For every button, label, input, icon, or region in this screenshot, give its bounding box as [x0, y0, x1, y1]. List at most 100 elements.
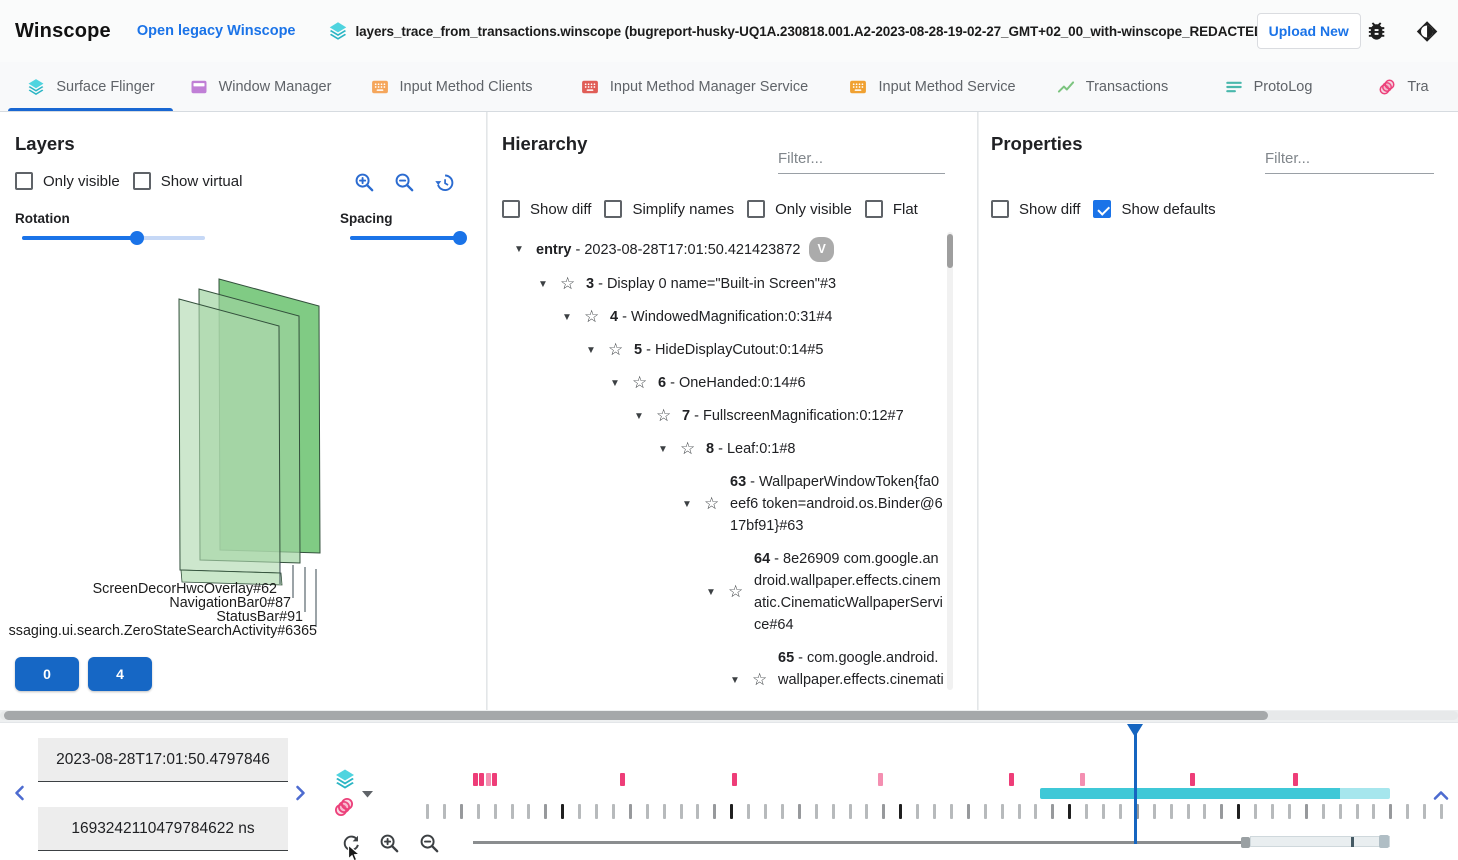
collapse-arrow-icon[interactable]: ▼ [514, 244, 524, 255]
trace-entry-tick[interactable] [680, 804, 683, 819]
trace-entry-tick[interactable] [1153, 804, 1156, 819]
collapse-arrow-icon[interactable]: ▼ [634, 410, 644, 422]
collapse-arrow-icon[interactable]: ▼ [586, 344, 596, 356]
checkbox-box[interactable] [15, 172, 33, 190]
spacing-track[interactable] [350, 231, 467, 245]
tree-node-8[interactable]: ▼ ☆ 8 - Leaf:0:1#8 [658, 433, 944, 466]
transition-marker[interactable] [1293, 773, 1298, 786]
trace-entry-tick[interactable] [663, 804, 666, 819]
tree-node-3[interactable]: ▼ ☆ 3 - Display 0 name="Built-in Screen"#3 [538, 268, 944, 301]
trace-entry-tick[interactable] [1423, 804, 1426, 819]
tab-input-method-manager-service[interactable]: Input Method Manager Service [555, 62, 833, 111]
pin-star-icon[interactable]: ☆ [728, 582, 744, 601]
pin-star-icon[interactable]: ☆ [656, 406, 672, 425]
trace-entry-tick[interactable] [494, 804, 497, 819]
checkbox-box[interactable] [747, 200, 766, 218]
selection-range-bar[interactable] [1040, 788, 1340, 799]
tree-node-64[interactable]: ▼ ☆ 64 - 8e26909 com.google.android.wallpa… [706, 543, 944, 642]
tree-node-65[interactable]: ▼ ☆ 65 - com.google.android.wallpaper.effe… [730, 642, 944, 690]
display-button-4[interactable]: 4 [88, 657, 152, 691]
timeline-zoom-range-line[interactable] [473, 841, 1243, 844]
layer-rect-front[interactable] [178, 298, 283, 586]
checkbox-show-diff[interactable]: Show diff [502, 200, 591, 218]
transition-marker[interactable] [620, 773, 625, 786]
zoom-out-icon[interactable] [393, 171, 416, 194]
trace-entry-tick[interactable] [561, 804, 564, 819]
trace-entry-tick[interactable] [882, 804, 885, 819]
zoom-in-icon[interactable] [353, 171, 376, 194]
trace-entry-tick[interactable] [527, 804, 530, 819]
trace-entry-tick[interactable] [1170, 804, 1173, 819]
trace-entry-tick[interactable] [1440, 804, 1443, 819]
pin-star-icon[interactable]: ☆ [584, 307, 600, 326]
pin-star-icon[interactable]: ☆ [704, 494, 720, 513]
checkbox-box[interactable] [132, 172, 151, 190]
checkbox-show-diff[interactable]: Show diff [991, 200, 1080, 218]
trace-entry-tick[interactable] [1372, 804, 1375, 819]
checkbox-show-defaults[interactable]: Show defaults [1093, 200, 1216, 218]
tree-node-5[interactable]: ▼ ☆ 5 - HideDisplayCutout:0:14#5 [586, 334, 944, 367]
trace-entry-tick[interactable] [595, 804, 598, 819]
tab-input-method-service[interactable]: Input Method Service [833, 62, 1031, 111]
tree-node-4[interactable]: ▼ ☆ 4 - WindowedMagnification:0:31#4 [562, 301, 944, 334]
timestamp-ns-input[interactable] [38, 807, 288, 850]
rotation-thumb[interactable] [130, 231, 144, 245]
trace-entry-tick[interactable] [747, 804, 750, 819]
collapse-arrow-icon[interactable]: ▼ [658, 443, 668, 455]
timeline-zoom-ruler-handle[interactable] [1379, 835, 1389, 848]
trace-entry-tick[interactable] [477, 804, 480, 819]
checkbox-simplify-names[interactable]: Simplify names [604, 200, 734, 218]
collapse-arrow-icon[interactable]: ▼ [562, 311, 572, 323]
previous-entry-icon[interactable] [11, 784, 29, 802]
tab-transactions[interactable]: Transactions [1031, 62, 1193, 111]
bug-report-icon[interactable] [1365, 19, 1388, 43]
pin-star-icon[interactable]: ☆ [560, 274, 576, 293]
collapse-arrow-icon[interactable]: ▼ [730, 674, 740, 686]
transition-marker[interactable] [1190, 773, 1195, 786]
checkbox-flat[interactable]: Flat [864, 200, 918, 218]
layers-3d-view[interactable]: ScreenDecorHwcOverlay#62 NavigationBar0#… [0, 262, 487, 654]
pin-star-icon[interactable]: ☆ [680, 439, 696, 458]
trace-entry-tick[interactable] [460, 804, 463, 819]
collapse-arrow-icon[interactable]: ▼ [682, 498, 692, 510]
transitions-trace-icon[interactable] [332, 795, 356, 819]
hierarchy-scrollbar-thumb[interactable] [947, 234, 953, 268]
next-entry-icon[interactable] [291, 784, 309, 802]
reset-view-icon[interactable] [433, 171, 456, 194]
display-button-0[interactable]: 0 [15, 657, 79, 691]
trace-entry-tick[interactable] [696, 804, 699, 819]
spacing-slider[interactable]: Spacing [340, 211, 470, 245]
trace-entry-tick[interactable] [1001, 804, 1004, 819]
transition-marker[interactable] [479, 773, 484, 786]
trace-entry-tick[interactable] [544, 804, 547, 819]
checkbox-only-visible[interactable]: Only visible [747, 200, 852, 218]
collapse-timeline-icon[interactable] [1432, 787, 1450, 805]
trace-entry-tick[interactable] [1051, 804, 1054, 819]
trace-entry-tick[interactable] [933, 804, 936, 819]
dark-mode-icon[interactable] [1415, 19, 1439, 44]
trace-entry-tick[interactable] [1187, 804, 1190, 819]
transition-marker[interactable] [492, 773, 497, 786]
tab-surface-flinger[interactable]: Surface Flinger [8, 62, 173, 111]
rotation-slider[interactable]: Rotation [15, 211, 215, 245]
trace-entry-tick[interactable] [1322, 804, 1325, 819]
trace-entry-tick[interactable] [426, 804, 429, 819]
trace-entry-tick[interactable] [950, 804, 953, 819]
timeline-zoom-in-icon[interactable] [378, 832, 401, 855]
checkbox-box[interactable] [991, 200, 1009, 218]
trace-entry-tick[interactable] [629, 804, 632, 819]
surface-flinger-trace-icon[interactable] [333, 767, 357, 791]
checkbox-show-virtual[interactable]: Show virtual [132, 172, 242, 190]
trace-entry-tick[interactable] [1254, 804, 1257, 819]
trace-entry-tick[interactable] [798, 804, 801, 819]
trace-entry-tick[interactable] [764, 804, 767, 819]
transition-marker[interactable] [732, 773, 737, 786]
checkbox-box[interactable] [1093, 200, 1112, 218]
trace-entry-tick[interactable] [849, 804, 852, 819]
trace-entry-tick[interactable] [646, 804, 649, 819]
tree-node-63[interactable]: ▼ ☆ 63 - WallpaperWindowToken{fa0eef6 toke… [682, 466, 944, 543]
trace-entry-tick[interactable] [612, 804, 615, 819]
collapse-arrow-icon[interactable]: ▼ [610, 377, 620, 389]
tree-node-entry[interactable]: ▼ entry - 2023-08-28T17:01:50.421423872 V [514, 232, 944, 268]
pin-star-icon[interactable]: ☆ [632, 373, 648, 392]
